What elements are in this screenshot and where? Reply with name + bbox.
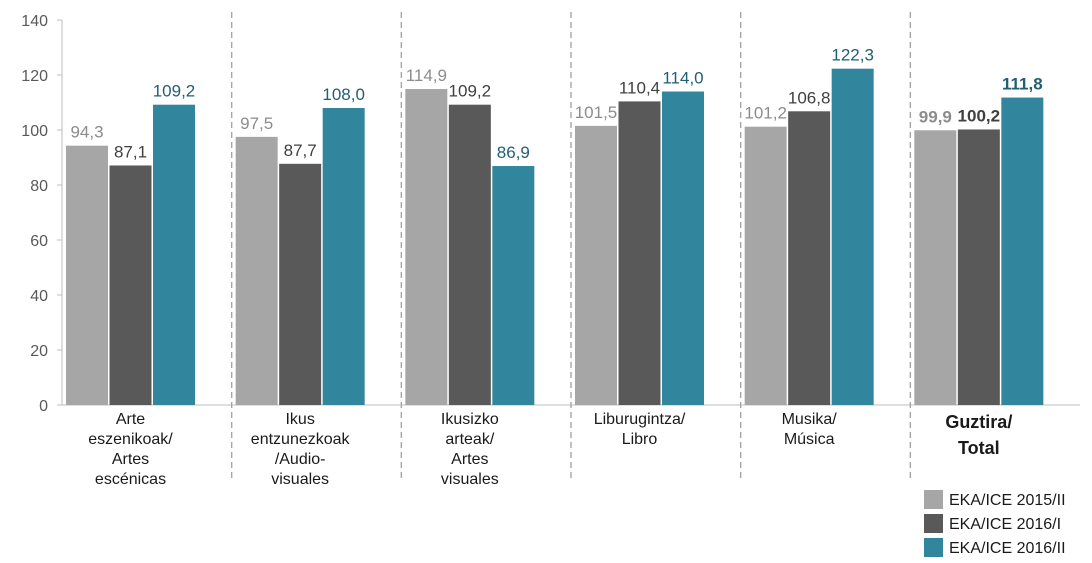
category-label-line: /Audio-: [275, 451, 326, 468]
data-label: 87,1: [114, 142, 147, 161]
category-separators: [230, 12, 912, 478]
y-tick-label: 100: [21, 123, 48, 140]
data-label: 108,0: [322, 85, 365, 104]
data-label: 86,9: [497, 143, 530, 162]
bar: [662, 91, 704, 405]
bar: [957, 129, 1000, 405]
legend-label: EKA/ICE 2016/I: [949, 516, 1061, 533]
bar: [235, 136, 278, 405]
bar: [322, 108, 365, 405]
y-tick-label: 40: [30, 288, 48, 305]
category-label-line: visuales: [441, 471, 499, 488]
bar: [744, 126, 787, 405]
legend-swatch: [924, 490, 943, 509]
category-label-line: entzunezkoak: [251, 431, 351, 448]
bar: [448, 104, 491, 405]
category-label-line: visuales: [271, 471, 329, 488]
category-label: Arte eszenikoak/Artes escénicas: [88, 411, 173, 488]
bar: [492, 166, 535, 405]
data-label: 87,7: [284, 141, 317, 160]
category-label-line: Arte: [116, 411, 145, 428]
bar: [914, 130, 957, 405]
bar: [575, 125, 617, 405]
y-tick-label: 80: [30, 178, 48, 195]
bar: [279, 163, 322, 405]
category-label-line: eszenikoak/: [88, 431, 173, 448]
bar: [153, 104, 195, 405]
data-label: 109,2: [153, 82, 196, 101]
legend-swatch: [924, 514, 943, 533]
category-label: Liburugintza/Libro: [594, 411, 686, 448]
category-label-line: Libro: [622, 431, 658, 448]
y-tick-label: 20: [30, 343, 48, 360]
bar: [405, 89, 448, 406]
bar: [831, 68, 874, 406]
data-label: 100,2: [958, 106, 1001, 125]
data-label: 106,8: [788, 88, 831, 107]
category-label-line: arteak/: [445, 431, 494, 448]
bar: [788, 111, 831, 406]
category-label: Ikusizko arteak/Artes visuales: [441, 411, 499, 488]
y-tick-label: 60: [30, 233, 48, 250]
data-label: 114,0: [662, 69, 703, 88]
category-label-line: Total: [958, 438, 1000, 458]
category-label: Musika/Música: [782, 411, 838, 448]
data-label: 99,9: [919, 107, 952, 126]
data-labels: 94,387,1109,297,587,7108,0114,9109,286,9…: [70, 46, 1042, 162]
category-labels: Arte eszenikoak/Artes escénicas Ikus entzune…: [88, 411, 1012, 488]
data-label: 122,3: [831, 46, 874, 65]
data-label: 94,3: [70, 123, 103, 142]
category-label-line: Artes: [112, 451, 149, 468]
category-label-line: Ikusizko: [441, 411, 499, 428]
legend-label: EKA/ICE 2016/II: [949, 540, 1066, 557]
category-label-line: Guztira/: [945, 412, 1012, 432]
data-label: 110,4: [619, 78, 660, 97]
category-label-line: Música: [784, 431, 835, 448]
category-label-line: Artes: [451, 451, 488, 468]
bar: [109, 165, 152, 405]
legend-swatch: [924, 538, 943, 557]
category-label: Ikus entzunezkoak/Audio-visuales: [251, 411, 351, 488]
data-label: 114,9: [406, 66, 447, 85]
data-label: 109,2: [449, 82, 492, 101]
legend-label: EKA/ICE 2015/II: [949, 492, 1066, 509]
category-label-line: Ikus: [285, 411, 314, 428]
bars: [66, 68, 1044, 406]
y-tick-label: 120: [21, 68, 48, 85]
bar: [66, 145, 108, 406]
category-label-line: Musika/: [782, 411, 838, 428]
data-label: 101,5: [575, 103, 618, 122]
bar: [618, 101, 661, 406]
data-label: 97,5: [240, 114, 273, 133]
legend: EKA/ICE 2015/II EKA/ICE 2016/I EKA/ICE 201…: [924, 490, 1066, 557]
category-label-line: Liburugintza/: [594, 411, 686, 428]
y-tick-label: 140: [21, 13, 48, 30]
bar: [1001, 97, 1044, 406]
category-label-line: escénicas: [95, 471, 166, 488]
y-tick-label: 0: [39, 398, 48, 415]
data-label: 101,2: [744, 104, 787, 123]
data-label: 111,8: [1002, 75, 1043, 94]
category-label: Guztira/Total: [945, 412, 1012, 458]
